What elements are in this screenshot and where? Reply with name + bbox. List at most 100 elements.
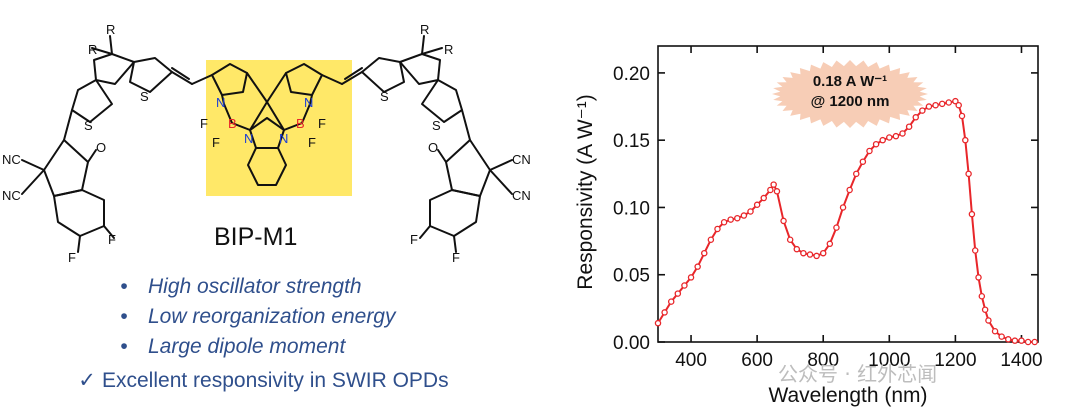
data-point (1018, 337, 1025, 344)
boron-label: B (296, 116, 305, 131)
fluorine-label: F (410, 232, 418, 247)
nitrogen-label: N (279, 131, 288, 146)
bullet-icon: • (120, 275, 128, 298)
sulfur-label: S (380, 89, 389, 104)
data-point (846, 186, 853, 194)
data-point (734, 214, 741, 222)
plot-frame (657, 45, 1039, 343)
data-point (859, 158, 867, 165)
data-point (727, 216, 734, 223)
data-point (740, 212, 748, 219)
data-point (892, 132, 900, 140)
r-group-label: R (444, 42, 453, 57)
data-point (826, 240, 834, 248)
data-point (866, 147, 873, 155)
x-tick-label: 600 (741, 350, 773, 371)
data-point (681, 282, 688, 289)
data-point (968, 210, 976, 218)
data-point (780, 217, 787, 225)
data-point (978, 293, 986, 300)
y-tick-label: 0.20 (613, 64, 650, 85)
molecule-name: BIP-M1 (214, 223, 297, 251)
annotation-line2: @ 1200 nm (811, 93, 890, 110)
y-tick-label: 0.15 (613, 131, 650, 152)
bullet-icon: • (120, 335, 128, 358)
peak-annotation: 0.18 A W⁻¹ @ 1200 nm (772, 60, 928, 128)
boron-label: B (228, 116, 237, 131)
data-point (687, 274, 695, 281)
feature-item: • High oscillator strength (100, 272, 396, 302)
data-point (899, 130, 906, 137)
data-point (945, 99, 953, 106)
data-point (701, 249, 708, 257)
data-point (932, 101, 939, 109)
x-tick-label: 400 (675, 350, 707, 371)
oxygen-label: O (96, 140, 106, 155)
data-point (981, 306, 989, 313)
y-axis-title: Responsivity (A W⁻¹) (574, 94, 597, 289)
fluorine-label: F (212, 135, 220, 150)
data-point (707, 236, 715, 243)
data-point (1005, 336, 1012, 343)
feature-text: High oscillator strength (148, 275, 362, 298)
feature-item: • Low reorganization energy (100, 302, 396, 332)
data-point (952, 97, 959, 105)
cyano-label: NC (2, 188, 21, 203)
fluorine-label: F (452, 250, 460, 265)
data-point (720, 219, 728, 226)
data-point (770, 181, 777, 188)
fluorine-label: F (318, 116, 326, 131)
nitrogen-label: N (304, 95, 313, 110)
fluorine-label: F (68, 250, 76, 265)
data-point (879, 136, 886, 144)
data-point (819, 249, 827, 257)
data-point (912, 114, 919, 121)
data-point (833, 224, 840, 231)
fluorine-label: F (108, 232, 116, 247)
data-point (872, 140, 880, 148)
oxygen-label: O (428, 140, 438, 155)
watermark: 公众号 · 红外芯闻 (778, 362, 938, 386)
feature-text: Low reorganization energy (148, 305, 396, 328)
data-point (661, 309, 668, 316)
data-point (958, 112, 966, 120)
data-point (760, 194, 767, 202)
data-point (991, 327, 999, 335)
plot-area: 400 600 800 1000 1200 1400 0.00 0.05 0.10 0.15 0.2… (613, 45, 1043, 371)
data-point (998, 333, 1005, 340)
annotation-burst (772, 60, 928, 128)
data-point (938, 100, 946, 108)
r-group-label: R (420, 22, 429, 37)
series-line (657, 100, 1035, 343)
data-point (674, 290, 682, 297)
data-point (667, 298, 675, 305)
bullet-icon: • (120, 305, 128, 328)
data-point (747, 208, 754, 215)
data-point (1024, 338, 1032, 346)
y-tick-label: 0.00 (613, 333, 650, 354)
data-point (975, 274, 982, 281)
fluorine-label: F (200, 116, 208, 131)
x-axis-title: Wavelength (nm) (768, 384, 927, 407)
check-icon: ✓ (78, 369, 96, 392)
nitrogen-label: N (244, 131, 253, 146)
sulfur-label: S (84, 118, 93, 133)
data-point (971, 247, 979, 254)
data-point (773, 188, 781, 195)
cyano-label: CN (512, 152, 531, 167)
data-point (965, 170, 972, 178)
sulfur-label: S (432, 118, 441, 133)
sulfur-label: S (140, 89, 149, 104)
data-point (767, 186, 774, 194)
data-point (985, 317, 992, 324)
data-point (753, 201, 761, 209)
y-tick-label: 0.10 (613, 198, 650, 219)
fluorine-label: F (308, 135, 316, 150)
data-point (886, 134, 893, 141)
data-point (813, 252, 820, 260)
data-point (919, 107, 926, 114)
annotation-line1: 0.18 A W⁻¹ (813, 73, 887, 90)
data-point (955, 101, 962, 109)
feature-item: • Large dipole moment (100, 332, 396, 362)
data-point (800, 249, 807, 257)
